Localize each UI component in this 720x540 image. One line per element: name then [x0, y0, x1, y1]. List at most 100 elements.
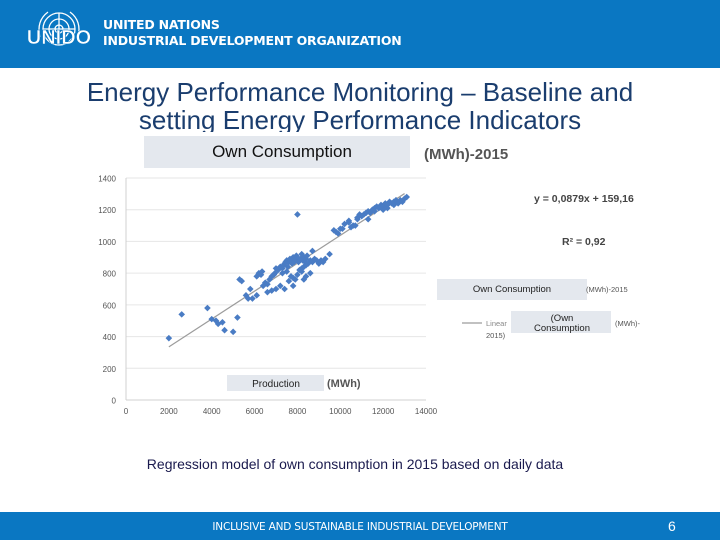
chart-title-box	[144, 136, 410, 168]
data-point	[377, 203, 385, 210]
legend-series-suffix: (MWh)-2015	[586, 285, 628, 294]
data-point	[276, 263, 284, 271]
data-point	[294, 211, 301, 218]
x-tick-label: 14000	[415, 407, 438, 416]
data-point	[253, 292, 261, 299]
x-axis-label: Production	[252, 379, 300, 390]
data-point	[229, 328, 237, 336]
data-point	[266, 276, 273, 283]
legend-trend-box	[511, 311, 611, 333]
data-point	[279, 265, 286, 272]
page-number: 6	[668, 518, 676, 534]
data-point	[371, 208, 378, 215]
data-point	[326, 250, 333, 258]
organization-name: UNITED NATIONS INDUSTRIAL DEVELOPMENT OR…	[103, 17, 402, 49]
data-point	[236, 276, 243, 283]
y-tick-label: 400	[103, 333, 117, 342]
data-point	[271, 269, 279, 277]
data-point	[253, 273, 261, 280]
regression-equation: y = 0,0879x + 159,16	[534, 193, 634, 205]
data-point	[208, 315, 216, 323]
chart-caption: Regression model of own consumption in 2…	[146, 456, 564, 472]
data-point	[234, 314, 241, 321]
data-point	[291, 276, 299, 283]
slide-title-line-1: Energy Performance Monitoring – Baseline…	[86, 78, 634, 107]
data-point	[330, 227, 338, 234]
data-point	[309, 258, 316, 266]
data-point	[276, 282, 284, 290]
data-point	[297, 255, 304, 263]
data-point	[279, 269, 286, 277]
data-point	[283, 268, 291, 275]
data-point	[334, 230, 342, 237]
data-point	[381, 200, 389, 207]
data-point	[261, 279, 269, 286]
logo-text: UNIDO	[28, 27, 90, 49]
footer-bar: INCLUSIVE AND SUSTAINABLE INDUSTRIAL DEV…	[0, 512, 720, 540]
slide-title-line-2: setting Energy Performance Indicators	[138, 105, 582, 132]
data-point	[392, 196, 400, 204]
x-tick-label: 6000	[246, 407, 264, 416]
data-point	[354, 214, 361, 221]
x-tick-label: 12000	[372, 407, 395, 416]
data-point	[347, 223, 355, 231]
data-point	[360, 211, 368, 218]
data-point	[289, 274, 297, 282]
data-point	[345, 219, 353, 226]
data-point	[238, 277, 246, 285]
data-point	[294, 271, 301, 279]
data-point	[356, 211, 363, 218]
data-point	[364, 215, 372, 223]
footer-text: INCLUSIVE AND SUSTAINABLE INDUSTRIAL DEV…	[212, 521, 508, 533]
data-point	[351, 222, 359, 229]
legend-series-box	[437, 279, 587, 300]
data-point	[317, 257, 325, 264]
y-tick-label: 200	[103, 365, 117, 374]
x-tick-label: 10000	[329, 407, 352, 416]
data-point	[303, 252, 311, 259]
data-point	[369, 206, 376, 214]
y-tick-label: 0	[112, 397, 117, 406]
org-line-1: UNITED NATIONS	[103, 17, 220, 32]
x-tick-label: 2000	[160, 407, 178, 416]
data-point	[306, 269, 314, 277]
y-tick-label: 800	[103, 270, 117, 279]
data-point	[244, 295, 252, 302]
data-point	[289, 282, 297, 290]
data-point	[264, 288, 271, 296]
x-axis-label-box	[227, 375, 324, 391]
chart-title-suffix: (MWh)-2015	[424, 146, 508, 163]
data-point	[264, 280, 271, 288]
legend-trend-unit: (MWh)-	[615, 319, 640, 328]
data-point	[178, 311, 186, 318]
data-point	[204, 304, 211, 312]
data-point	[403, 193, 411, 201]
data-point	[258, 268, 266, 275]
data-point	[384, 204, 391, 212]
data-point	[366, 209, 374, 217]
data-point	[257, 271, 265, 279]
chart-title: Own Consumption	[212, 142, 352, 161]
data-point	[274, 266, 282, 274]
data-point	[298, 268, 306, 275]
data-point	[339, 225, 346, 233]
slide-title: Energy Performance Monitoring – Baseline…	[0, 78, 720, 132]
data-point	[289, 253, 297, 261]
data-point	[306, 257, 314, 264]
data-point	[272, 285, 280, 293]
legend-series-label: Own Consumption	[473, 284, 551, 295]
x-tick-label: 0	[124, 407, 129, 416]
data-point	[390, 201, 398, 209]
data-point	[259, 282, 267, 290]
legend-trend-prefix: Linear	[486, 319, 507, 328]
data-point	[396, 196, 404, 204]
data-point	[219, 319, 226, 326]
data-point	[309, 247, 316, 255]
data-point	[301, 258, 309, 266]
data-point	[300, 276, 308, 283]
y-tick-label: 1000	[98, 238, 116, 247]
legend-trend-year: 2015)	[486, 331, 506, 340]
unido-logo-icon: UNIDO	[28, 11, 90, 49]
data-point	[362, 209, 370, 217]
data-point	[249, 295, 256, 302]
